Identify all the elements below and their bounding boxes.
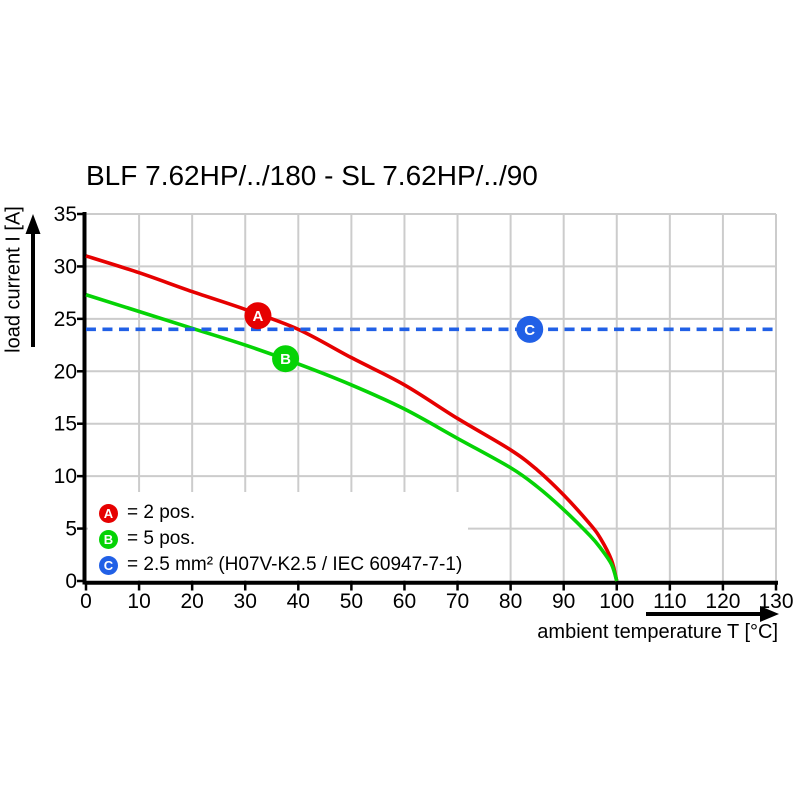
c-marker-circle-icon (516, 315, 544, 343)
y-axis-arrowhead-icon (25, 214, 41, 234)
y-tick-label: 10 (54, 465, 77, 488)
x-tick-label: 10 (127, 590, 150, 613)
legend-row-a: A = 2 pos. (99, 500, 462, 526)
y-tick-label: 0 (65, 570, 77, 593)
x-tick-label: 0 (80, 590, 92, 613)
marker-letter: C (524, 322, 535, 339)
legend-label-a: = 2 pos. (127, 502, 196, 523)
x-tick-label: 80 (499, 590, 522, 613)
y-tick-label: 30 (54, 255, 77, 278)
x-tick-label: 90 (552, 590, 575, 613)
y-axis-label: load current I [A] (2, 206, 25, 353)
legend-backdrop (88, 492, 468, 580)
marker-letter: A (253, 308, 264, 325)
marker-badge-c: C (516, 315, 544, 343)
a-marker-circle-icon (244, 302, 272, 330)
y-tick-label: 20 (54, 360, 77, 383)
x-tick-label: 100 (599, 590, 634, 613)
legend-row-c: C = 2.5 mm² (H07V-K2.5 / IEC 60947-7-1) (99, 552, 462, 578)
legend-label-c: = 2.5 mm² (H07V-K2.5 / IEC 60947-7-1) (127, 554, 463, 575)
legend-badge-c-icon: C (99, 555, 118, 575)
x-tick-label: 70 (446, 590, 469, 613)
chart-title: BLF 7.62HP/../180 - SL 7.62HP/../90 (86, 160, 538, 191)
x-tick-label: 60 (393, 590, 416, 613)
y-tick-label: 5 (65, 518, 77, 541)
legend-badge-b-icon: B (99, 529, 118, 549)
x-tick-label: 20 (180, 590, 203, 613)
x-axis-label: ambient temperature T [°C] (537, 621, 778, 643)
marker-letter: B (280, 351, 291, 368)
curve-a (85, 254, 619, 582)
x-tick-label: 50 (340, 590, 363, 613)
x-axis-arrowhead-icon (760, 606, 779, 622)
legend-badge-a-icon: A (99, 503, 118, 523)
marker-badge-a: A (244, 302, 272, 330)
x-tick-label: 120 (705, 590, 740, 613)
legend-label-b: = 5 pos. (127, 528, 196, 549)
b-marker-circle-icon (272, 345, 300, 373)
y-tick-label: 15 (54, 413, 77, 436)
curve-b (85, 293, 619, 582)
x-tick-label: 110 (653, 590, 686, 613)
marker-badge-b: B (272, 345, 300, 373)
legend: A = 2 pos. B = 5 pos. C = 2.5 mm² (H07V-K2.5 … (99, 500, 462, 578)
y-tick-label: 25 (54, 308, 77, 331)
y-tick-label: 35 (54, 203, 77, 226)
x-tick-label: 130 (758, 590, 793, 613)
x-tick-label: 30 (234, 590, 257, 613)
legend-row-b: B = 5 pos. (99, 526, 462, 552)
x-tick-label: 40 (287, 590, 310, 613)
